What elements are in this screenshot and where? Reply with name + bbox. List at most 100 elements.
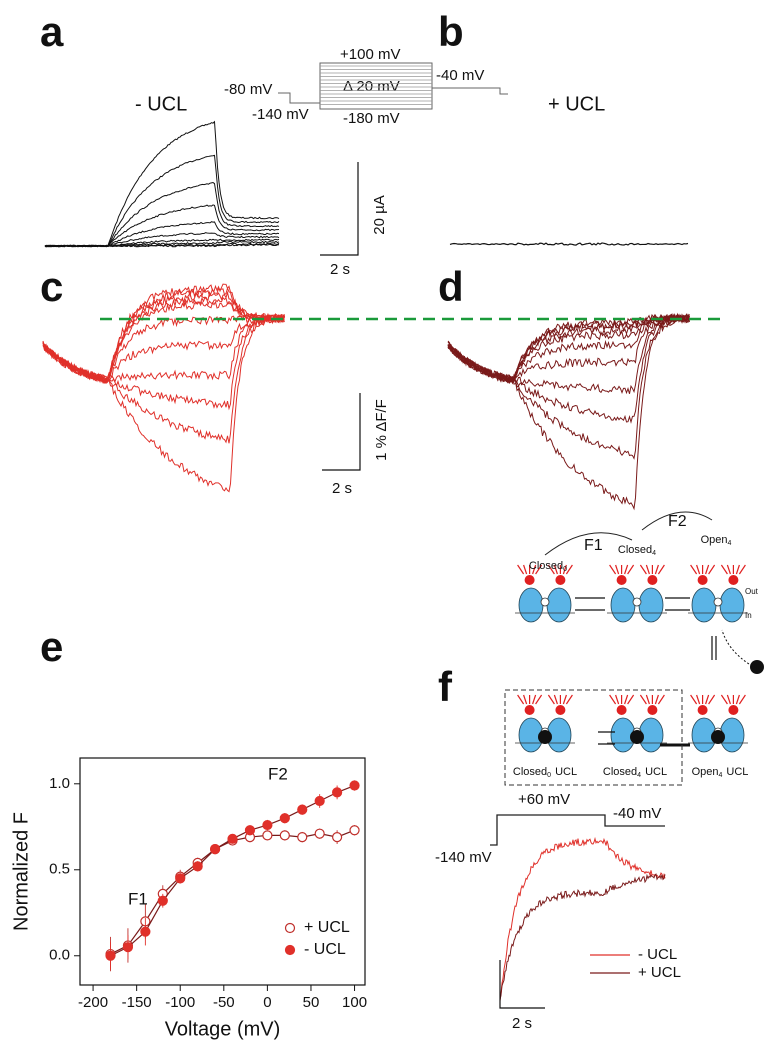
ray xyxy=(547,694,555,705)
subunit xyxy=(691,587,717,623)
ray xyxy=(627,694,635,705)
sensor xyxy=(555,575,566,585)
point xyxy=(192,861,203,872)
ray xyxy=(615,694,620,705)
ray xyxy=(738,564,746,575)
state-ligand: UCL xyxy=(555,766,577,778)
blocker xyxy=(538,730,552,744)
point xyxy=(262,830,273,841)
condition: + UCL xyxy=(548,93,605,115)
trace xyxy=(42,314,285,444)
state-sub: 4 xyxy=(652,550,656,557)
scale-bar xyxy=(322,393,361,471)
sensor xyxy=(728,575,739,585)
blocker-label: UCL xyxy=(751,665,764,671)
point xyxy=(332,832,343,843)
sensor xyxy=(697,705,708,715)
subunit xyxy=(610,587,636,623)
state-name: Closed xyxy=(618,544,652,556)
panel-label: e xyxy=(40,623,63,670)
y-tick-label: 0.5 xyxy=(49,861,70,878)
x-tick-label: 50 xyxy=(303,994,320,1011)
ray xyxy=(657,694,665,705)
ray xyxy=(639,564,647,575)
protocol-label: -80 mV xyxy=(224,81,272,98)
x-tick-label: -50 xyxy=(213,994,235,1011)
point xyxy=(332,787,343,798)
state-ligand: UCL xyxy=(645,766,667,778)
ray xyxy=(553,564,558,575)
state-name: Closed xyxy=(529,560,563,572)
point xyxy=(244,825,256,836)
ray xyxy=(654,564,659,575)
point xyxy=(297,832,308,843)
protocol-box xyxy=(319,62,433,110)
protocol-label: +60 mV xyxy=(518,791,570,808)
point xyxy=(279,830,290,841)
ray xyxy=(609,694,617,705)
ray xyxy=(645,564,650,575)
trace xyxy=(499,873,666,1000)
box xyxy=(504,689,683,786)
plot-frame xyxy=(79,757,366,986)
state-label: Open4 xyxy=(701,534,732,547)
scale-label: 1 % ΔF/F xyxy=(373,399,390,461)
state-sub: 0 xyxy=(547,772,551,779)
scale-label: 20 µA xyxy=(371,195,388,235)
sensor xyxy=(728,705,739,715)
protocol-label: Δ 20 mV xyxy=(343,78,400,95)
state-label: Closed4 UCL xyxy=(603,766,667,779)
legend-label: + UCL xyxy=(638,964,681,981)
point xyxy=(122,942,134,953)
legend-label: + UCL xyxy=(304,919,350,936)
x-axis-label: Voltage (mV) xyxy=(165,1018,281,1040)
sensor xyxy=(616,705,627,715)
point xyxy=(314,795,325,807)
point xyxy=(297,804,308,815)
ray xyxy=(738,694,746,705)
trace xyxy=(499,836,666,1002)
protocol xyxy=(490,814,665,846)
ray xyxy=(565,564,573,575)
legend-label: - UCL xyxy=(638,946,677,963)
protocol-label: -140 mV xyxy=(435,849,492,866)
ray xyxy=(532,694,537,705)
sensor xyxy=(555,705,566,715)
ray xyxy=(562,564,567,575)
protocol-steps xyxy=(319,62,433,110)
trace xyxy=(447,313,690,395)
ray xyxy=(720,564,728,575)
ray xyxy=(720,694,728,705)
subunit xyxy=(638,587,664,623)
ray xyxy=(705,564,710,575)
point xyxy=(105,950,116,961)
blocker xyxy=(711,730,725,744)
trace xyxy=(44,243,280,248)
point xyxy=(314,828,325,839)
state-name: Closed xyxy=(513,766,547,778)
ray xyxy=(615,564,620,575)
state-sub: 4 xyxy=(719,772,723,779)
ray xyxy=(624,694,629,705)
panel-label: a xyxy=(40,8,64,55)
annotation: F1 xyxy=(128,889,148,908)
x-tick-label: 100 xyxy=(342,994,367,1011)
ray xyxy=(696,564,701,575)
ray xyxy=(562,694,567,705)
ray xyxy=(535,564,543,575)
scale-label: 2 s xyxy=(512,1015,532,1032)
panel-label: f xyxy=(438,663,453,710)
charge xyxy=(713,597,723,607)
trace xyxy=(44,120,280,248)
legend-marker xyxy=(284,922,296,934)
y-tick-label: 0.0 xyxy=(49,947,70,964)
ray xyxy=(735,564,740,575)
scale-bar xyxy=(320,162,359,256)
arrow xyxy=(544,532,633,556)
protocol-label: -40 mV xyxy=(436,67,484,84)
sensor xyxy=(616,575,627,585)
state-ligand: UCL xyxy=(726,766,748,778)
ray xyxy=(532,564,537,575)
sensor xyxy=(647,575,658,585)
trace xyxy=(42,314,285,411)
